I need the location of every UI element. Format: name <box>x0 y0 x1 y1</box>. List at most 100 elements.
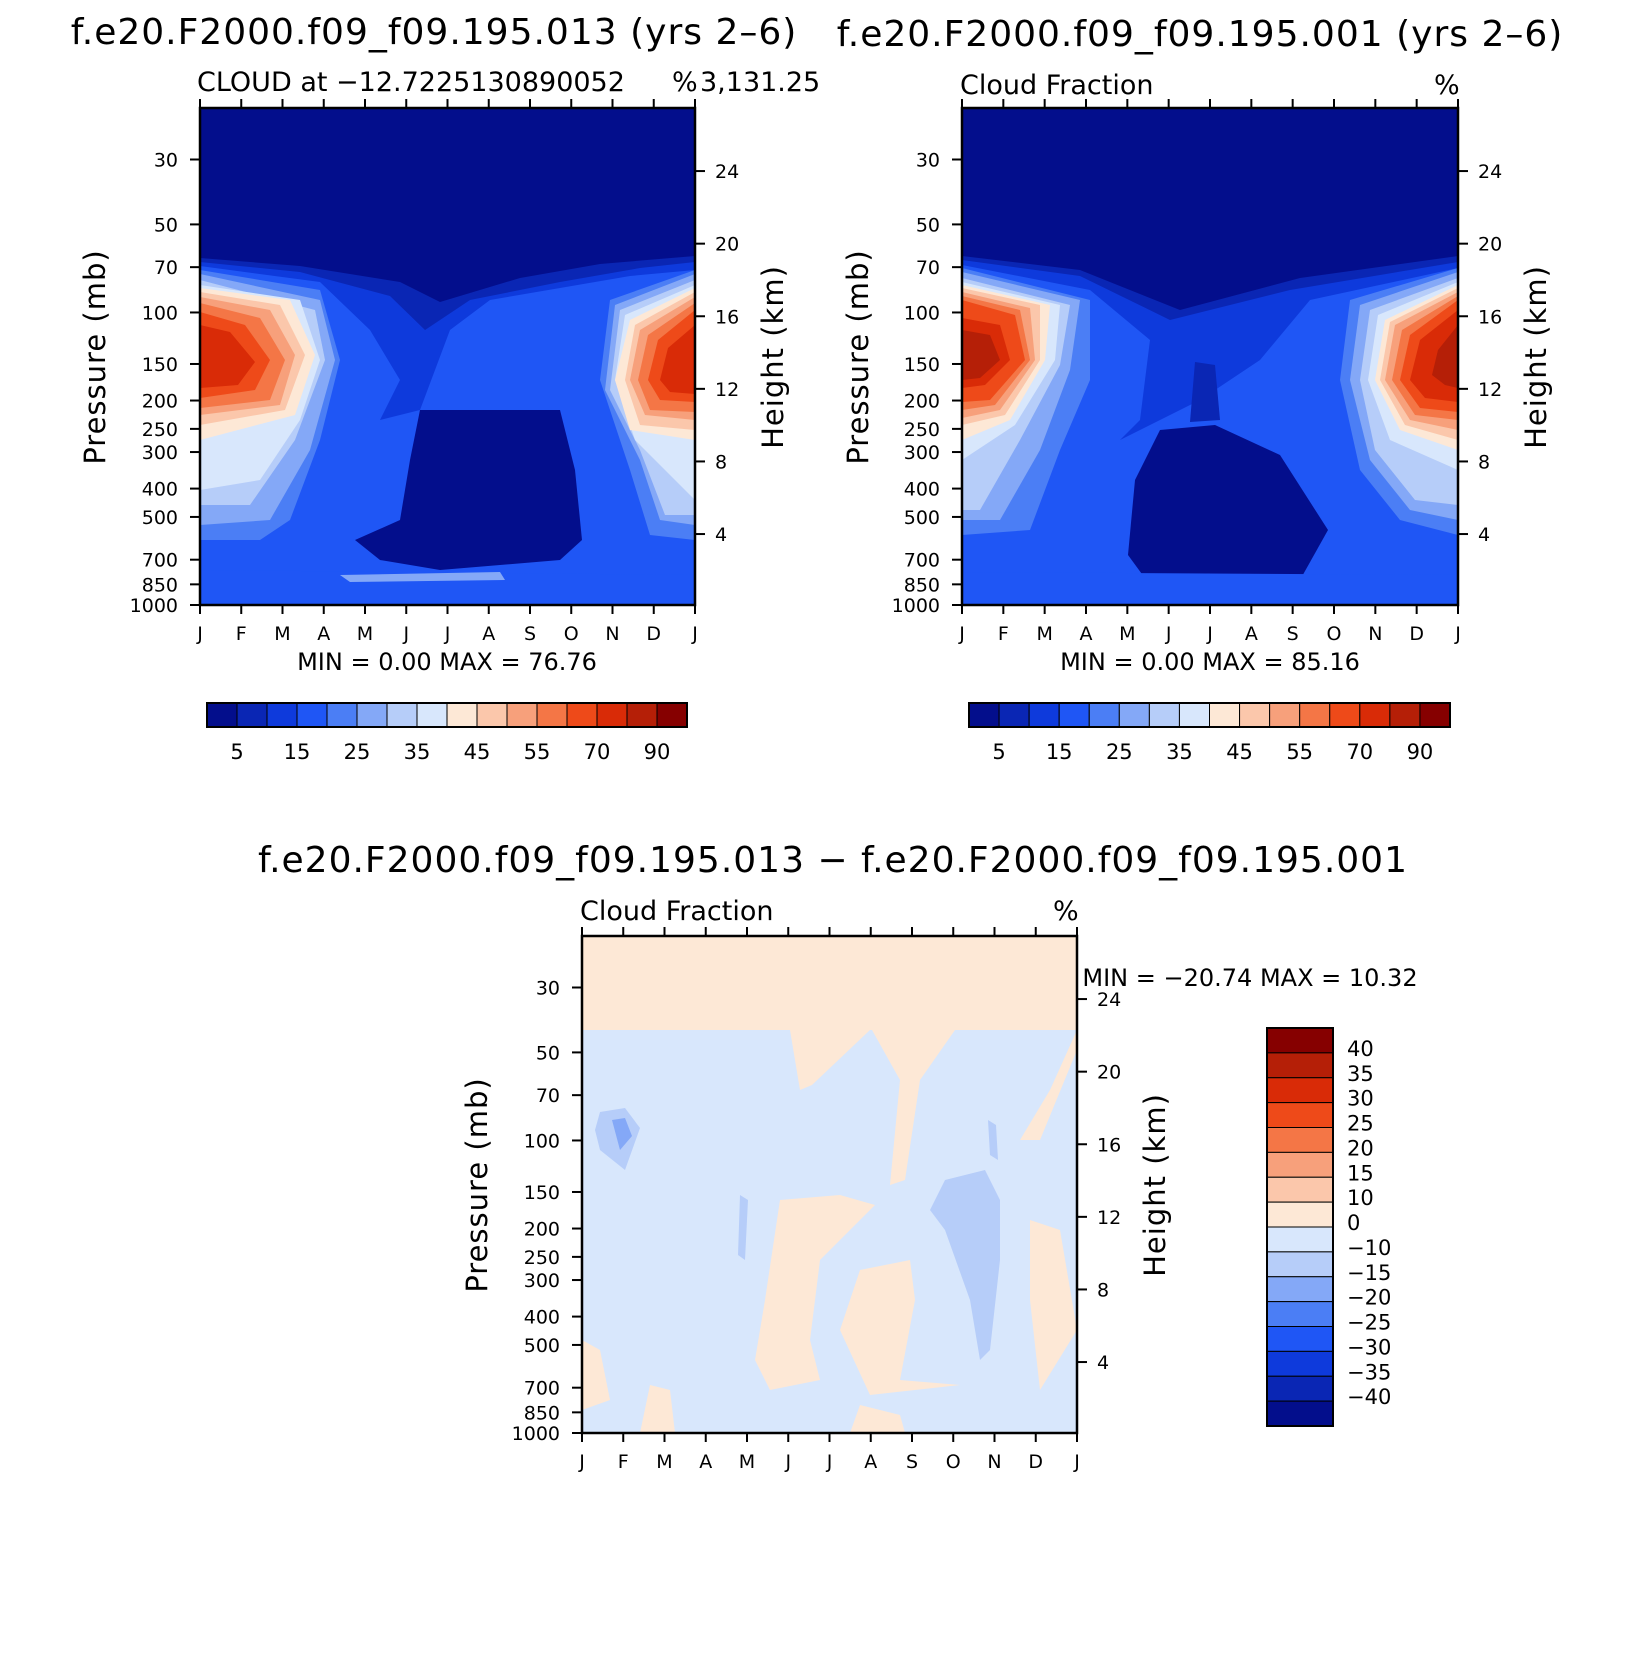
colorbar-swatch <box>1266 1077 1334 1104</box>
y-right-tick-label: 4 <box>1097 1352 1109 1374</box>
contour-field <box>200 108 695 605</box>
colorbar-swatch <box>1329 702 1361 728</box>
contour-pos-jun <box>755 1195 875 1390</box>
colorbar-label: 25 <box>344 740 371 764</box>
y-right-tick-label: 12 <box>1097 1207 1121 1229</box>
colorbar-swatch <box>236 702 268 728</box>
contour-pos-aug-low <box>840 1260 960 1395</box>
minmax-label: MIN = 0.00 MAX = 85.16 <box>1060 648 1360 676</box>
x-tick-label: J <box>1454 623 1461 645</box>
x-tick-label: D <box>646 623 661 645</box>
colorbar-label: 55 <box>1286 740 1313 764</box>
colorbar-swatch <box>1118 702 1150 728</box>
y-right-tick-label: 8 <box>1478 451 1490 473</box>
colorbar-label: 15 <box>1347 1161 1374 1185</box>
colorbar-label: 0 <box>1347 1211 1360 1235</box>
x-tick-label: N <box>1368 623 1382 645</box>
colorbar-swatch <box>1266 1251 1334 1278</box>
colorbar-swatch <box>1209 702 1241 728</box>
colorbar-swatch <box>1266 1027 1334 1054</box>
colorbar-swatch <box>1266 1375 1334 1402</box>
panel-top-left: f.e20.F2000.f09_f09.195.013 (yrs 2–6) CL… <box>71 12 821 764</box>
colorbar-swatch <box>1266 1176 1334 1203</box>
contour-pos-feb <box>640 1385 675 1433</box>
colorbar-swatch <box>998 702 1030 728</box>
contour-fill-0-10-top <box>582 936 1077 1030</box>
colorbar-swatch <box>206 702 238 728</box>
colorbar-label: 5 <box>230 740 243 764</box>
contour-fill-surface <box>200 570 695 602</box>
y-tick-label: 100 <box>904 302 940 324</box>
y-tick-label: 150 <box>904 354 940 376</box>
x-tick-label: O <box>564 623 579 645</box>
colorbar-swatch <box>596 702 628 728</box>
panel-title: f.e20.F2000.f09_f09.195.013 (yrs 2–6) <box>71 12 798 53</box>
colorbar-label: 90 <box>1407 740 1434 764</box>
contour-neg-feb-core <box>612 1118 632 1150</box>
y-axis-label: Pressure (mb) <box>841 249 875 464</box>
minmax-label: MIN = 0.00 MAX = 76.76 <box>297 648 597 676</box>
colorbar-swatch <box>446 702 478 728</box>
colorbar-swatch <box>656 702 688 728</box>
colorbar-swatch <box>1178 702 1210 728</box>
x-tick-label: A <box>864 1451 877 1473</box>
colorbar-swatch <box>626 702 658 728</box>
panel-subtitle-units: % <box>1434 70 1460 101</box>
colorbar: 5 15 25 35 45 55 70 90 <box>968 702 1451 764</box>
colorbar-frame <box>206 702 688 728</box>
colorbar-label: −35 <box>1347 1360 1391 1384</box>
colorbar-label: 90 <box>644 740 671 764</box>
y-tick-label: 500 <box>904 507 940 529</box>
colorbar-swatch <box>1266 1400 1334 1427</box>
colorbar-swatch <box>1148 702 1180 728</box>
y-tick-label: 70 <box>154 257 178 279</box>
minmax-label: MIN = −20.74 MAX = 10.32 <box>1082 964 1417 992</box>
colorbar-swatch <box>386 702 418 728</box>
contour-fill-80-90b <box>1432 325 1458 388</box>
contour-fill-80-90 <box>962 330 1000 380</box>
x-tick-label: D <box>1409 623 1424 645</box>
colorbar-label: 30 <box>1347 1087 1374 1111</box>
y-right-tick-label: 12 <box>1478 379 1502 401</box>
y-tick-label: 1000 <box>130 595 178 617</box>
y-tick-label: 850 <box>142 574 178 596</box>
colorbar-swatch <box>1239 702 1271 728</box>
contour-core-upper <box>1190 362 1220 422</box>
colorbar-swatch <box>1269 702 1301 728</box>
colorbar-label: 35 <box>1166 740 1193 764</box>
colorbar-label: 45 <box>464 740 491 764</box>
panel-subtitle-units: % <box>1053 896 1079 927</box>
y-tick-label: 400 <box>524 1307 560 1329</box>
y-tick-label: 400 <box>904 479 940 501</box>
x-tick-label: M <box>739 1451 755 1473</box>
panel-title: f.e20.F2000.f09_f09.195.001 (yrs 2–6) <box>837 14 1564 55</box>
colorbar-swatch <box>1266 1326 1334 1352</box>
y-right-tick-label: 24 <box>715 161 739 183</box>
contour-pos-dec <box>1020 1030 1077 1140</box>
colorbar-label: 55 <box>524 740 551 764</box>
x-tick-label: J <box>1165 623 1172 645</box>
contour-pos-may <box>790 1030 870 1090</box>
y-tick-label: 700 <box>904 550 940 572</box>
x-tick-label: M <box>1119 623 1135 645</box>
contour-fill-70-80 <box>200 325 255 388</box>
x-tick-label: A <box>482 623 495 645</box>
colorbar-label: 35 <box>404 740 431 764</box>
y-tick-label: 500 <box>142 507 178 529</box>
colorbar-label: −25 <box>1347 1311 1391 1335</box>
x-tick-label: A <box>317 623 330 645</box>
colorbar-label: −30 <box>1347 1335 1391 1359</box>
x-tick-label: J <box>958 623 965 645</box>
y-tick-label: 200 <box>142 391 178 413</box>
x-tick-label: F <box>618 1451 629 1473</box>
x-tick-label: J <box>578 1451 585 1473</box>
y-tick-label: 400 <box>142 479 178 501</box>
colorbar-swatch <box>536 702 568 728</box>
colorbar-label: 5 <box>992 740 1005 764</box>
x-tick-label: J <box>784 1451 791 1473</box>
y-axis-label: Pressure (mb) <box>78 249 112 464</box>
y-tick-label: 250 <box>142 419 178 441</box>
colorbar-swatch <box>1266 1226 1334 1253</box>
